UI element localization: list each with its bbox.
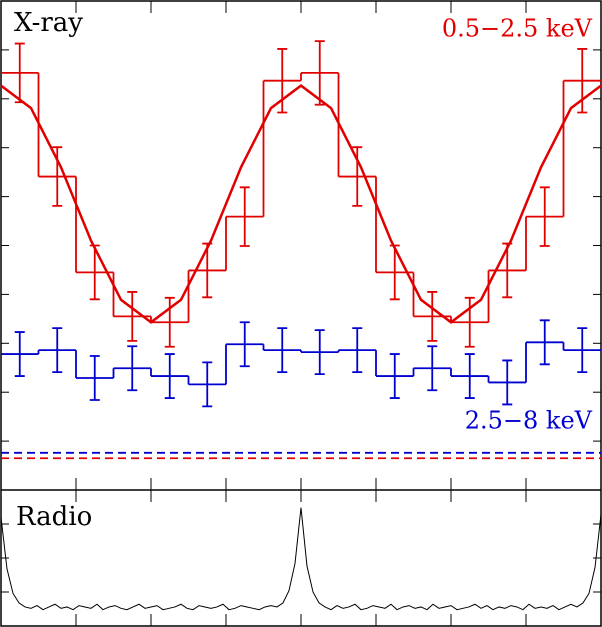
error-bar (127, 345, 138, 392)
error-bar (89, 355, 100, 401)
error-bar (239, 186, 250, 247)
curve (0, 507, 602, 611)
error-bar (539, 319, 550, 366)
panel-title: X-ray (14, 8, 83, 38)
error-bar (14, 331, 25, 377)
error-bar (502, 359, 513, 406)
error-bar (164, 353, 175, 399)
error-bar (277, 327, 288, 374)
curve (0, 84, 602, 324)
error-bar (577, 327, 588, 374)
error-bar (464, 353, 475, 399)
error-bar (239, 321, 250, 368)
error-bar (52, 146, 63, 207)
error-bar (127, 291, 138, 342)
error-bar (464, 296, 475, 348)
legend-label: 2.5−8 keV (465, 407, 593, 435)
error-bar (352, 146, 363, 207)
error-bar (202, 361, 213, 408)
error-bar (577, 48, 588, 114)
error-bar (352, 327, 363, 374)
panel-title: Radio (16, 502, 92, 532)
error-bar (427, 291, 438, 342)
error-bar (277, 48, 288, 114)
error-bar (164, 296, 175, 348)
error-bar (314, 329, 325, 376)
error-bar (539, 186, 550, 247)
error-bar (427, 345, 438, 392)
error-bar (314, 40, 325, 106)
legend-label: 0.5−2.5 keV (442, 15, 593, 43)
error-bar (52, 327, 63, 374)
error-bar (389, 353, 400, 399)
